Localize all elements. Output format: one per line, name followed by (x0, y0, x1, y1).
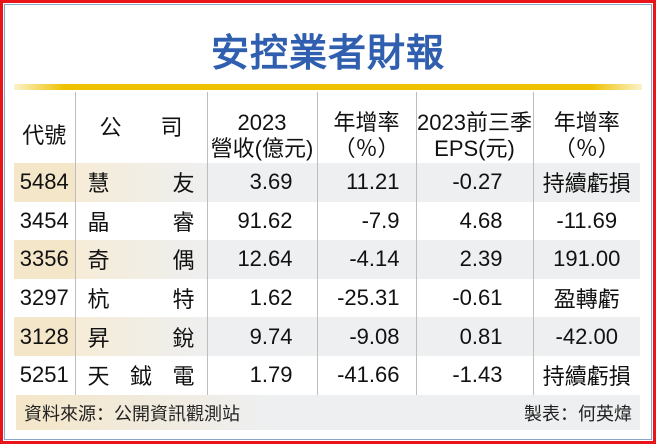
revenue-yoy-cell: -25.31 (316, 278, 416, 318)
code-cell: 5251 (19, 362, 69, 388)
code-cell: 5484 (14, 163, 75, 202)
eps-yoy-cell: -42.00 (532, 317, 640, 356)
company-cell: 昇銳 (74, 317, 207, 356)
eps-yoy-cell: 191.00 (532, 240, 640, 279)
header-label: 年增率 (553, 109, 620, 135)
header-label: （％） (553, 135, 620, 161)
table-row: 3454 晶睿 91.62 -7.9 4.68 -11.69 (14, 201, 640, 241)
financial-table: 代號 公司 2023 營收(億元) 年增率 （％） 2023前三季 EPS(元) 年增… (14, 92, 640, 395)
header-company: 公司 (74, 92, 207, 163)
header-label: 年增率 (333, 109, 400, 135)
header-revenue: 2023 營收(億元) (206, 92, 317, 163)
credit-note: 製表：何英煒 (524, 403, 632, 424)
revenue-yoy-cell: 11.21 (316, 163, 416, 202)
code-cell: 3454 (19, 207, 69, 233)
header-eps-yoy: 年增率 （％） (532, 92, 640, 163)
eps-cell: 2.39 (415, 240, 533, 279)
eps-yoy-cell: 盈轉虧 (532, 278, 640, 318)
page-title: 安控業者財報 (210, 33, 445, 75)
revenue-cell: 9.74 (206, 317, 317, 356)
company-char: 慧 (87, 171, 110, 197)
eps-cell: 0.81 (415, 317, 533, 356)
code-cell: 3128 (14, 317, 75, 356)
header-eps: 2023前三季 EPS(元) (415, 92, 533, 163)
company-cell: 天鉞電 (74, 355, 207, 395)
revenue-cell: 12.64 (206, 240, 317, 279)
header-revenue-yoy: 年增率 （％） (316, 92, 416, 163)
company-cell: 杭特 (74, 278, 207, 318)
header-label: 代號 (22, 122, 67, 148)
company-char: 電 (172, 364, 195, 390)
company-char: 天 (87, 364, 110, 390)
table-row: 5251 天鉞電 1.79 -41.66 -1.43 持續虧損 (14, 355, 640, 395)
header-label: EPS(元) (434, 135, 515, 161)
code-cell: 3297 (19, 285, 69, 311)
source-note: 資料來源：公開資訊觀測站 (24, 403, 240, 424)
company-char: 奇 (87, 248, 110, 274)
company-char: 偶 (172, 248, 195, 274)
eps-yoy-cell: 持續虧損 (532, 163, 640, 202)
header-label: 2023前三季 (417, 109, 532, 135)
table-row: 3297 杭特 1.62 -25.31 -0.61 盈轉虧 (14, 278, 640, 318)
eps-cell: -1.43 (415, 355, 533, 395)
company-char: 銳 (172, 325, 195, 351)
title-divider (14, 84, 642, 90)
inner-border (4, 4, 652, 440)
eps-cell: -0.27 (415, 163, 533, 202)
company-char: 昇 (87, 325, 110, 351)
revenue-cell: 1.79 (206, 355, 317, 395)
table-row: 3356 奇偶 12.64 -4.14 2.39 191.00 (14, 240, 640, 279)
revenue-yoy-cell: -7.9 (316, 201, 416, 241)
revenue-yoy-cell: -41.66 (316, 355, 416, 395)
eps-yoy-cell: -11.69 (532, 201, 640, 241)
company-char: 晶 (87, 209, 110, 235)
header-label: 公 (99, 114, 122, 140)
code-cell: 3356 (14, 240, 75, 279)
table-row: 5484 慧友 3.69 11.21 -0.27 持續虧損 (14, 163, 640, 202)
revenue-cell: 1.62 (206, 278, 317, 318)
company-char: 特 (172, 287, 195, 313)
company-cell: 慧友 (74, 163, 207, 202)
revenue-yoy-cell: -9.08 (316, 317, 416, 356)
header-label: 2023 (237, 109, 287, 135)
eps-cell: 4.68 (415, 201, 533, 241)
header-row: 代號 公司 2023 營收(億元) 年增率 （％） 2023前三季 EPS(元) 年增… (14, 92, 640, 163)
company-char: 杭 (87, 287, 110, 313)
eps-yoy-cell: 持續虧損 (532, 355, 640, 395)
table-row: 3128 昇銳 9.74 -9.08 0.81 -42.00 (14, 317, 640, 356)
header-label: （％） (333, 135, 400, 161)
company-char: 睿 (172, 209, 195, 235)
header-label: 司 (160, 114, 183, 140)
revenue-yoy-cell: -4.14 (316, 240, 416, 279)
company-cell: 奇偶 (74, 240, 207, 279)
company-cell: 晶睿 (74, 201, 207, 241)
revenue-cell: 3.69 (206, 163, 317, 202)
company-char: 鉞 (129, 364, 152, 390)
eps-cell: -0.61 (415, 278, 533, 318)
revenue-cell: 91.62 (206, 201, 317, 241)
footer: 資料來源：公開資訊觀測站 製表：何英煒 (16, 395, 640, 430)
header-label: 營收(億元) (210, 135, 314, 161)
company-char: 友 (172, 171, 195, 197)
header-code: 代號 (14, 92, 75, 163)
